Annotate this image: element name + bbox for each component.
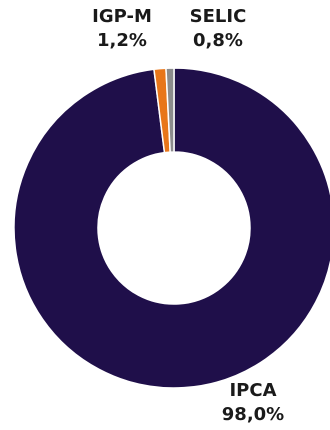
- label-selic-name: SELIC: [190, 6, 247, 27]
- label-igp-m-value: 1,2%: [97, 30, 147, 51]
- label-selic-value: 0,8%: [193, 30, 243, 51]
- label-igp-m-name: IGP-M: [92, 6, 152, 27]
- slice-selic: [165, 67, 175, 153]
- label-ipca-name: IPCA: [229, 380, 276, 401]
- label-ipca-value: 98,0%: [222, 404, 284, 425]
- slice-ipca: [13, 67, 330, 389]
